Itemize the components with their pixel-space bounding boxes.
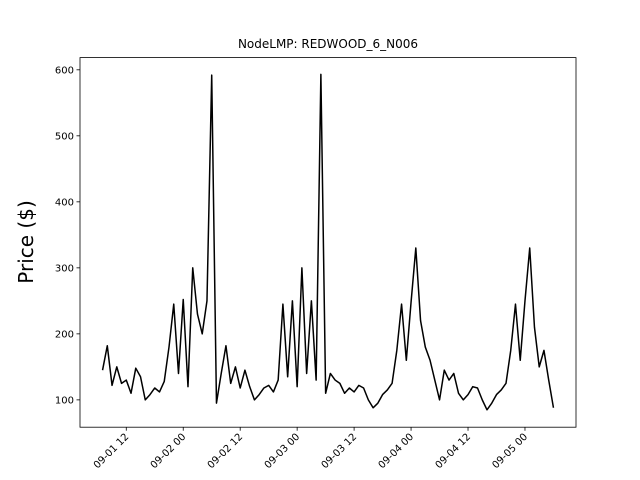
x-tick-label: 09-05 00 <box>491 432 531 472</box>
y-tick-label: 500 <box>55 131 74 142</box>
y-tick-label: 100 <box>55 395 74 406</box>
plot-frame <box>79 57 577 428</box>
x-tick-label: 09-04 12 <box>434 432 474 472</box>
x-tick-label: 09-03 00 <box>263 432 303 472</box>
y-tick-label: 400 <box>55 197 74 208</box>
y-tick-label: 600 <box>55 65 74 76</box>
y-tick-label: 300 <box>55 263 74 274</box>
x-tick-label: 09-02 00 <box>149 432 189 472</box>
price-line <box>101 73 555 411</box>
y-tick-label: 200 <box>55 329 74 340</box>
x-tick-label: 09-01 12 <box>92 432 132 472</box>
x-tick-label: 09-04 00 <box>377 432 417 472</box>
x-tick-label: 09-02 12 <box>206 432 246 472</box>
chart-title: NodeLMP: REDWOOD_6_N006 <box>238 37 418 51</box>
y-axis-label: Price ($) <box>14 200 38 283</box>
x-tick-label: 09-03 12 <box>320 432 360 472</box>
